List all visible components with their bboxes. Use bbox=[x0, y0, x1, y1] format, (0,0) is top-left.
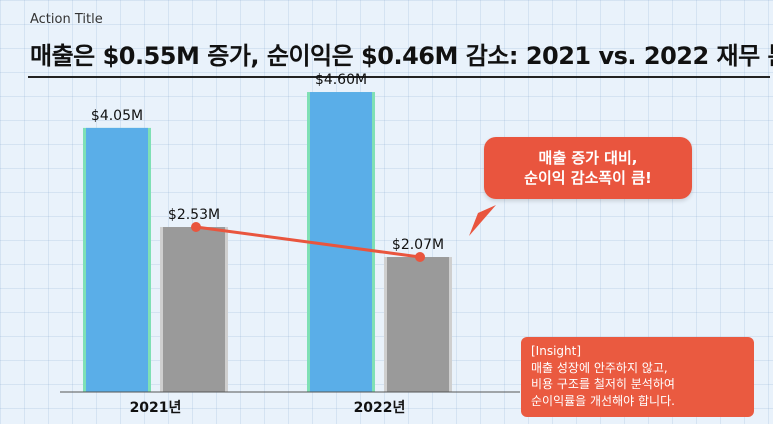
revenue-bar bbox=[310, 92, 372, 393]
data-label: $2.53M bbox=[168, 207, 220, 223]
page-title: 매출은 $0.55M 증가, 순이익은 $0.46M 감소: 2021 vs. … bbox=[30, 42, 773, 70]
data-label: $2.07M bbox=[392, 237, 444, 253]
data-label: $4.05M bbox=[91, 108, 143, 124]
insight-line-3: 순이익률을 개선해야 합니다. bbox=[531, 393, 675, 408]
net-income-bar bbox=[163, 227, 225, 392]
title-divider bbox=[28, 76, 770, 78]
trend-point bbox=[191, 222, 201, 233]
x-tick-label: 2022년 bbox=[354, 400, 406, 416]
insight-line-2: 비용 구조를 철저히 분석하여 bbox=[531, 377, 675, 392]
callout-arrow bbox=[469, 205, 496, 236]
trend-point bbox=[415, 252, 425, 263]
action-title-label: Action Title bbox=[30, 12, 103, 27]
callout-box: 매출 증가 대비, 순이익 감소폭이 큼! bbox=[484, 137, 692, 199]
callout-line-1: 매출 증가 대비, bbox=[538, 148, 638, 167]
insight-line-1: 매출 성장에 안주하지 않고, bbox=[531, 360, 668, 375]
revenue-bar bbox=[86, 127, 148, 392]
data-label: $4.60M bbox=[315, 72, 367, 88]
callout-line-2: 순이익 감소폭이 큼! bbox=[524, 169, 652, 187]
insight-box: [Insight] 매출 성장에 안주하지 않고, 비용 구조를 철저히 분석하… bbox=[521, 337, 754, 417]
net-income-trend-line bbox=[195, 225, 421, 259]
insight-heading: [Insight] bbox=[531, 344, 582, 358]
x-tick-label: 2021년 bbox=[130, 400, 182, 416]
net-income-bar bbox=[387, 257, 449, 392]
